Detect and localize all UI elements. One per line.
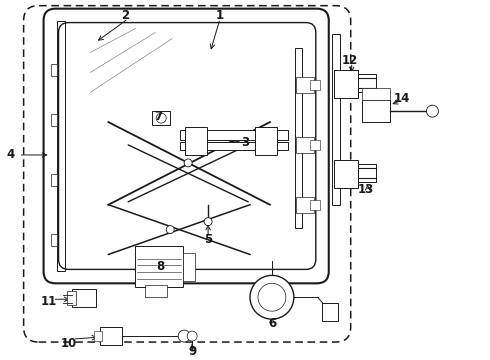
- Bar: [183, 253, 195, 282]
- Bar: [145, 285, 167, 297]
- Bar: [95, 331, 102, 341]
- Bar: [180, 130, 288, 140]
- Bar: [334, 160, 358, 188]
- Bar: [362, 88, 390, 100]
- Bar: [152, 111, 170, 125]
- Bar: [180, 142, 288, 150]
- Text: 10: 10: [60, 337, 76, 350]
- Circle shape: [258, 283, 286, 311]
- Text: 2: 2: [122, 9, 129, 22]
- Bar: [50, 174, 56, 186]
- Bar: [358, 164, 376, 182]
- Bar: [56, 21, 65, 271]
- Bar: [310, 80, 320, 90]
- Circle shape: [426, 105, 439, 117]
- Text: 9: 9: [188, 345, 196, 357]
- Bar: [67, 291, 76, 305]
- Bar: [334, 70, 358, 98]
- Circle shape: [178, 330, 190, 342]
- Circle shape: [156, 113, 166, 123]
- Bar: [322, 303, 338, 321]
- Text: 8: 8: [156, 260, 164, 273]
- Text: 7: 7: [154, 110, 162, 123]
- Bar: [310, 200, 320, 210]
- Bar: [50, 234, 56, 246]
- Bar: [362, 100, 390, 122]
- Bar: [255, 127, 277, 155]
- Text: 14: 14: [393, 92, 410, 105]
- Bar: [295, 49, 302, 228]
- Text: 11: 11: [41, 295, 57, 308]
- Text: 4: 4: [6, 148, 15, 161]
- Text: 3: 3: [241, 135, 249, 149]
- Circle shape: [166, 226, 174, 234]
- Circle shape: [204, 218, 212, 226]
- Bar: [296, 77, 314, 93]
- Circle shape: [187, 331, 197, 341]
- Text: 13: 13: [358, 183, 374, 196]
- Circle shape: [184, 159, 192, 167]
- Text: 6: 6: [268, 317, 276, 330]
- Bar: [358, 74, 376, 92]
- Bar: [73, 289, 97, 307]
- Bar: [50, 64, 56, 76]
- Text: 1: 1: [216, 9, 224, 22]
- Bar: [332, 33, 340, 205]
- Text: 12: 12: [342, 54, 358, 67]
- Bar: [185, 127, 207, 155]
- Bar: [296, 197, 314, 213]
- Bar: [296, 137, 314, 153]
- Bar: [135, 246, 183, 287]
- Bar: [310, 140, 320, 150]
- Bar: [100, 327, 122, 345]
- Text: 5: 5: [204, 233, 212, 246]
- Bar: [50, 114, 56, 126]
- Circle shape: [250, 275, 294, 319]
